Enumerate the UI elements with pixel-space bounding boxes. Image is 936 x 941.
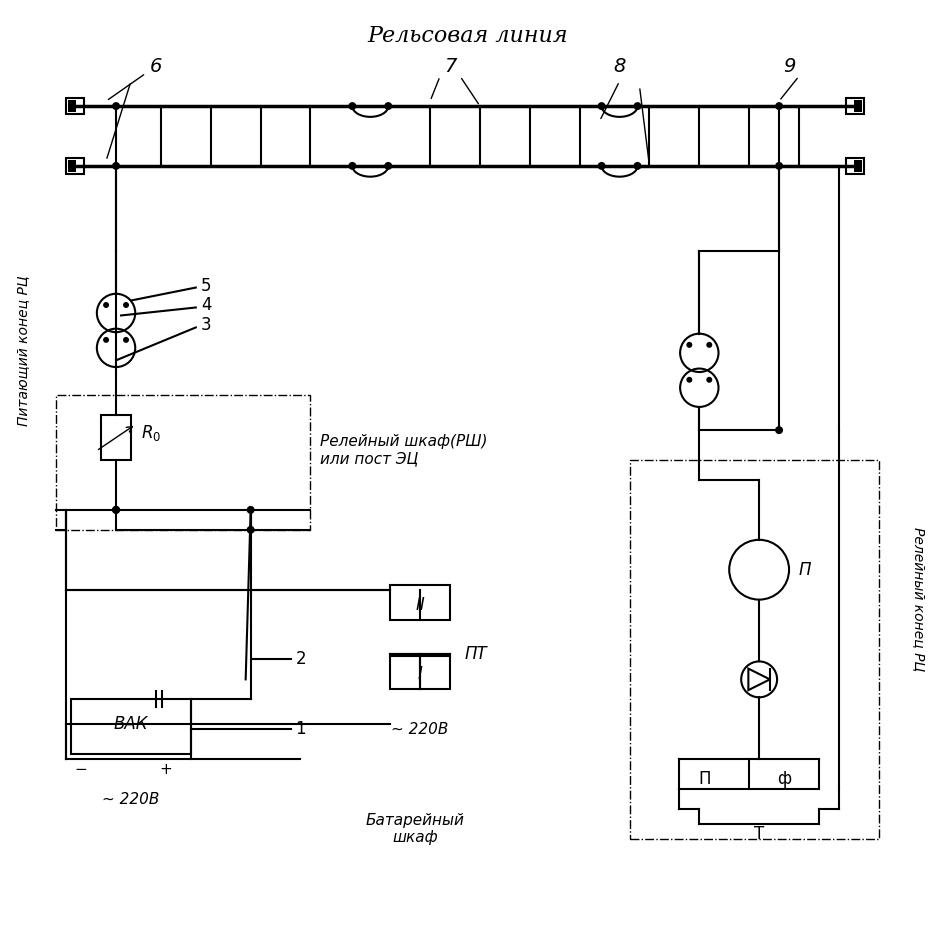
Text: 4: 4: [201, 296, 212, 314]
Circle shape: [775, 162, 783, 170]
Text: 2: 2: [296, 650, 306, 668]
Text: II: II: [416, 596, 425, 614]
Text: ~ 220В: ~ 220В: [391, 722, 449, 737]
Text: Т: Т: [754, 825, 765, 843]
Text: ф: ф: [777, 770, 791, 788]
Bar: [68, 160, 76, 172]
Circle shape: [123, 337, 129, 343]
Circle shape: [385, 102, 392, 110]
Bar: [68, 100, 76, 112]
Text: П: П: [799, 561, 812, 579]
Text: Питающий конец РЦ: Питающий конец РЦ: [16, 275, 30, 425]
Text: +: +: [159, 761, 172, 776]
Text: ~ 220В: ~ 220В: [102, 791, 160, 806]
Circle shape: [348, 162, 357, 170]
Bar: [846, 158, 864, 174]
Circle shape: [597, 162, 606, 170]
Bar: [390, 654, 450, 690]
Circle shape: [597, 102, 606, 110]
Text: −: −: [75, 761, 88, 776]
Circle shape: [634, 102, 641, 110]
Circle shape: [385, 162, 392, 170]
Text: 1: 1: [296, 720, 306, 739]
Text: 6: 6: [150, 56, 162, 75]
Circle shape: [348, 102, 357, 110]
Text: Релейный конец РЦ: Релейный конец РЦ: [912, 528, 926, 672]
Bar: [101, 415, 131, 460]
Bar: [66, 98, 84, 114]
Circle shape: [112, 506, 120, 514]
Text: 7: 7: [444, 56, 456, 75]
Circle shape: [707, 342, 712, 348]
Circle shape: [112, 162, 120, 170]
Text: 3: 3: [201, 316, 212, 334]
Circle shape: [686, 376, 693, 383]
Circle shape: [775, 102, 783, 110]
Bar: [56, 395, 311, 530]
Text: Батарейный
шкаф: Батарейный шкаф: [366, 813, 464, 845]
Bar: [390, 584, 450, 619]
Text: 5: 5: [201, 277, 212, 295]
Text: Релейный шкаф(РШ)
или пост ЭЦ: Релейный шкаф(РШ) или пост ЭЦ: [320, 434, 488, 466]
Circle shape: [707, 376, 712, 383]
Circle shape: [247, 526, 255, 534]
Circle shape: [634, 162, 641, 170]
Bar: [71, 699, 191, 754]
Text: I: I: [417, 665, 422, 683]
Bar: [854, 100, 862, 112]
Text: $R_0$: $R_0$: [141, 423, 161, 442]
Text: Рельсовая линия: Рельсовая линия: [368, 25, 568, 47]
Circle shape: [247, 506, 255, 514]
Circle shape: [686, 342, 693, 348]
Circle shape: [103, 302, 110, 308]
Circle shape: [775, 426, 783, 434]
Bar: [630, 460, 879, 839]
Circle shape: [103, 337, 110, 343]
Text: ВАК: ВАК: [114, 715, 148, 733]
Text: П: П: [698, 770, 710, 788]
Text: 8: 8: [613, 56, 626, 75]
Bar: [66, 158, 84, 174]
Text: ПТ: ПТ: [465, 646, 488, 663]
Circle shape: [123, 302, 129, 308]
Circle shape: [112, 102, 120, 110]
Circle shape: [112, 506, 120, 514]
Bar: [854, 160, 862, 172]
Bar: [846, 98, 864, 114]
Text: 9: 9: [782, 56, 796, 75]
